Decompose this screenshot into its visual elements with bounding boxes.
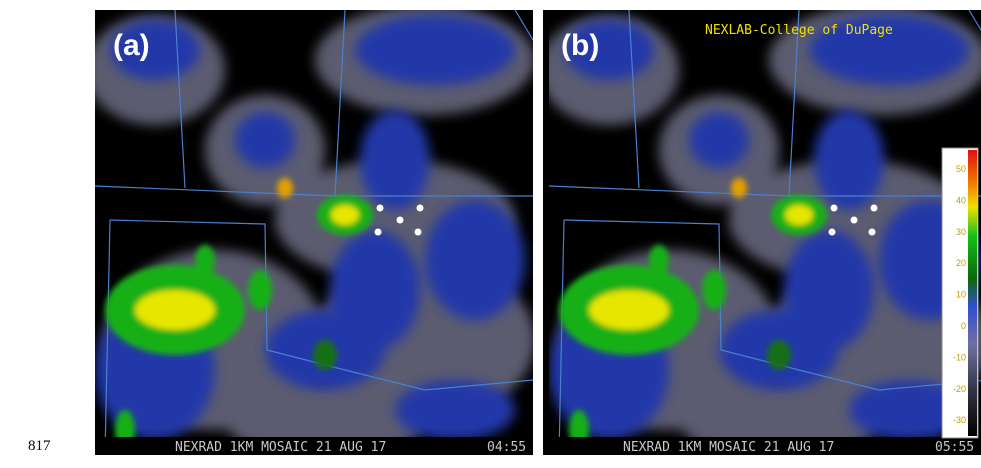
caption: NEXRAD 1KM MOSAIC 21 AUG 17 [623,440,834,455]
panel-label: (a) [113,29,150,62]
colorbar-tick: 10 [956,290,966,300]
figure: 817 (a) NEXRAD 1KM MOSAIC 21 AUG 17 04:5… [0,0,981,468]
colorbar-tick: 0 [961,321,966,331]
colorbar-tick: 50 [956,164,966,174]
panel-b: (b) NEXLAB-College of DuPage NEXRAD 1KM … [539,5,981,460]
colorbar-tick: 30 [956,227,966,237]
panel-label: (b) [561,29,599,62]
colorbar-tick: -20 [953,384,966,394]
panel-a: (a) NEXRAD 1KM MOSAIC 21 AUG 17 04:55 [85,5,535,460]
colorbar-tick: 40 [956,195,966,205]
colorbar-tick: -30 [953,415,966,425]
time: 05:55 [935,440,974,455]
caption: NEXRAD 1KM MOSAIC 21 AUG 17 [175,440,386,455]
colorbar-tick: -10 [953,352,966,362]
watermark: NEXLAB-College of DuPage [705,23,893,38]
time: 04:55 [487,440,526,455]
colorbar: 50 40 30 20 10 0 -10 -20 -30 [942,148,978,438]
colorbar-tick: 20 [956,258,966,268]
page-number: 817 [28,438,51,454]
